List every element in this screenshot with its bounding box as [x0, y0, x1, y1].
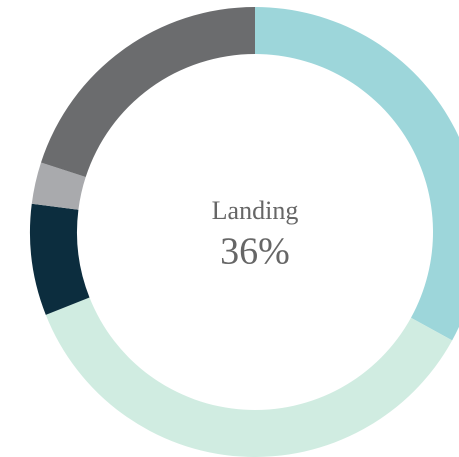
donut-segment: [31, 162, 86, 210]
center-value: 36%: [220, 231, 290, 273]
donut-segment: [45, 297, 453, 457]
donut-segment: [41, 7, 255, 177]
donut-segment: [255, 7, 459, 341]
center-category: Landing: [212, 196, 299, 225]
donut-segment: [29, 203, 90, 315]
